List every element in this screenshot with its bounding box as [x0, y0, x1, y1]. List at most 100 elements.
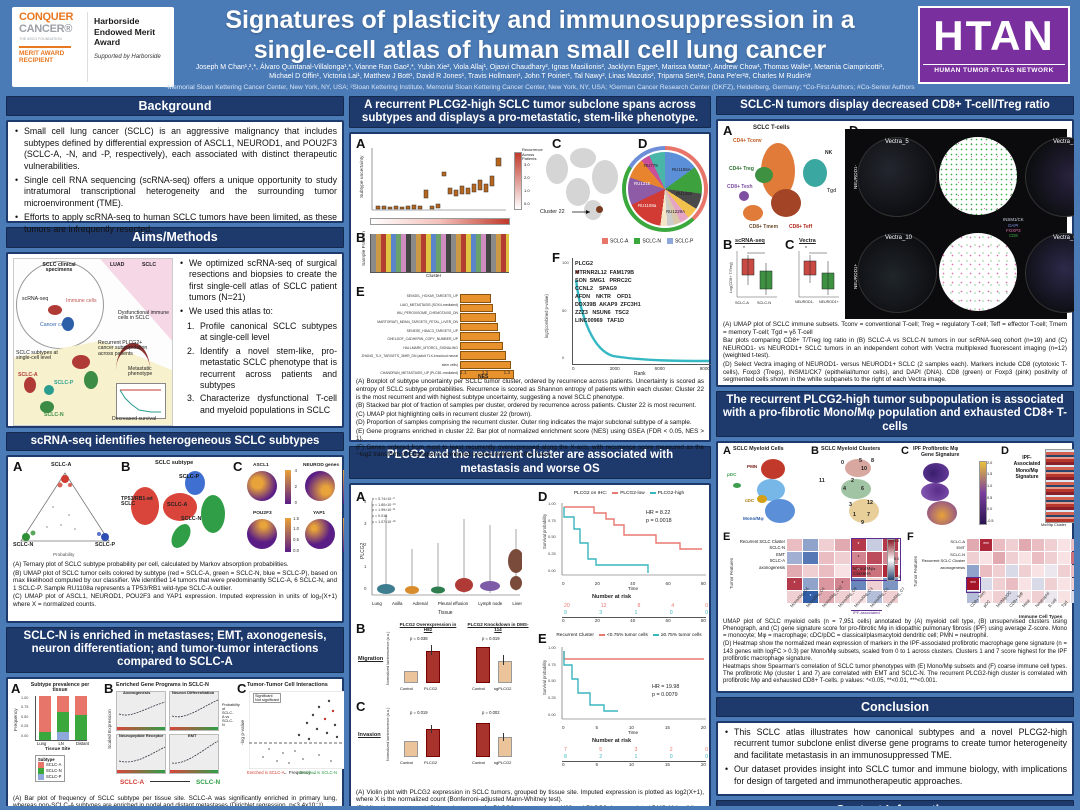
prevalence-xticks: Lung LN Distant [37, 741, 89, 746]
panel-letter: E [538, 630, 547, 646]
risk-count: 9 [564, 609, 567, 616]
volcano-legend-item: Significant [255, 693, 273, 698]
heatmap-cell [1058, 551, 1070, 564]
panel-letter: F [552, 250, 560, 266]
heatmap-cell: * [851, 538, 866, 551]
feature-blob [247, 518, 277, 549]
ternary-label-sclc-p: SCLC-P [95, 541, 116, 548]
migration-row-label: Migration [358, 655, 384, 662]
authors-line1: Joseph M Chan¹,²,*, Álvaro Quintanal-Vil… [195, 64, 885, 71]
teff-blob [771, 189, 801, 218]
conclusion-bullets: This SCLC atlas illustrates how canonica… [723, 727, 1067, 787]
background-bullet: Efforts to apply scRNA-seq to human SCLC… [15, 212, 337, 235]
cluster22-umap: Cluster 22 [540, 144, 626, 230]
gene-label-row: PLCG2 [575, 261, 593, 268]
aims-label-sclc-n: SCLC-N [44, 411, 64, 418]
panel-letter: A [356, 488, 366, 504]
trend-curve [118, 701, 166, 715]
cluster-num: 7 [867, 511, 870, 518]
gray-blob [584, 200, 602, 221]
treg-box: A SCLC T-cells CD4+ Tconv NK CD4+ Treg C… [716, 119, 1074, 388]
cb-tick: 3.0 [524, 162, 530, 168]
risk-count: 8 [564, 753, 567, 760]
tcell-umap-title: SCLC T-cells [753, 125, 790, 132]
xtick: LN [58, 740, 64, 746]
feature-plot-yap1: YAP1 1.5 1.0 0.5 0.0 [301, 511, 344, 557]
heatmap-cell [967, 551, 979, 564]
vessel-shape [116, 342, 150, 370]
ipf-sig-title2: Gene Signature [921, 451, 960, 458]
caption-line: (C) UMAP plot highlighting cells in recu… [356, 410, 532, 418]
cb-tick: 1.5 [987, 472, 993, 477]
xtick: Distant [75, 740, 89, 746]
nes-bar [460, 294, 492, 303]
heatmap-cell [819, 577, 834, 590]
pathway-plot-neuropeptide: Neuropeptide Receptor [116, 733, 166, 774]
tissue-tick: Lung [372, 600, 382, 606]
xtick-sclc-a: SCLC-A [735, 301, 749, 306]
volcano-right-label: Enriched in SCLC-N [299, 769, 337, 775]
row-label: EMT [956, 545, 965, 551]
pie-legend-sclc-p: SCLC-P [666, 238, 693, 245]
ytick: 0.50 [548, 678, 556, 684]
aims-box: SCLC clinical specimens scRNA-seq Immune… [6, 251, 344, 428]
heatmap-cell [993, 551, 1005, 564]
cancer-blob2 [62, 316, 74, 331]
cb-tick: 1.5 [293, 515, 299, 521]
risk-count: 5 [599, 746, 603, 753]
vectra-image-label: Vectra_10 [885, 235, 913, 242]
ytick: 0.00 [548, 567, 556, 573]
heatmap-cell [1045, 590, 1057, 603]
violin-pvalues: p = 5.74×10⁻⁸ p = 1.80×10⁻¹⁹ p = 1.99×10⁻¹… [372, 497, 522, 526]
ipf-label-line: Associated [1013, 461, 1041, 468]
aims-label-cancer-cells: Cancer cells [40, 321, 69, 328]
tissue-tick: Pleural effusion [437, 600, 469, 606]
heatmap-cell [1058, 538, 1070, 551]
pvalue: p = 0.038 [410, 635, 428, 641]
ytick: 1.00 [548, 644, 556, 650]
violin-xticks: Lung Axilla Adrenal Pleural effusion Lymph n… [372, 601, 522, 606]
sample-fraction-bars [370, 234, 509, 274]
bar-segment [39, 732, 51, 740]
row-label: SCLC-A [950, 538, 965, 544]
subtype-gradient-strip [117, 769, 165, 773]
gsea-label: HALLMARK_MTORC1_SIGNALING [403, 345, 458, 350]
feature-blob [247, 470, 277, 501]
bar-segment [57, 695, 69, 713]
volcano-plot [249, 690, 344, 769]
sig-blob [923, 462, 949, 483]
caption-line: (B) Stacked bar plot of fraction of samp… [356, 402, 697, 410]
pathway-title: Axonogenesis [123, 689, 151, 695]
caption-line: (A) Boxplot of subtype uncertainty per S… [356, 378, 704, 401]
high-line-swatch [652, 633, 659, 636]
bar-segment [75, 695, 87, 716]
risk-count: 4 [671, 602, 675, 609]
xtick: Lung [37, 740, 47, 746]
recurrent-subclone-box: A Subtype uncertainty Recurrence Across … [349, 132, 711, 458]
sclc-p-swatch [38, 773, 44, 780]
feature-plot-ascl1: ASCL1 4 2 0 [243, 463, 299, 509]
heatmap-cell [1045, 538, 1057, 551]
pvalue-line: p = 1.80×10⁻¹⁹ [372, 502, 396, 507]
panel-letter: D [538, 488, 548, 504]
tissue-tick: Axilla [391, 600, 403, 606]
myeloid-umap: pDC PMN cDC Mono/Mφ [727, 455, 809, 527]
heatmap-cell [1006, 551, 1018, 564]
subtype-blob-a [24, 376, 36, 393]
panel-letter: B [104, 680, 114, 696]
feature-title: NEUROD genes [303, 462, 339, 468]
sig-blob [921, 482, 949, 501]
km-ylabel: Survival probability [542, 659, 547, 695]
panel-letter: C [901, 444, 909, 457]
label-pdc: pDC [727, 471, 737, 477]
nes-bar [460, 303, 493, 313]
gsea-label: SENGEL_HOXA9_TARGETS_UP [406, 294, 458, 299]
heatmap-cell [980, 564, 992, 577]
gsea-label: LIAO_METASTASIS (SOX4-mediated) [400, 302, 458, 307]
volcano-legend-item: Not significant [255, 697, 279, 702]
pie-slice-label: RU1108a [638, 203, 657, 209]
cluster-num: 8 [871, 457, 874, 464]
heatmap-cell [993, 564, 1005, 577]
section-header-contact: Contact Information [716, 800, 1074, 806]
